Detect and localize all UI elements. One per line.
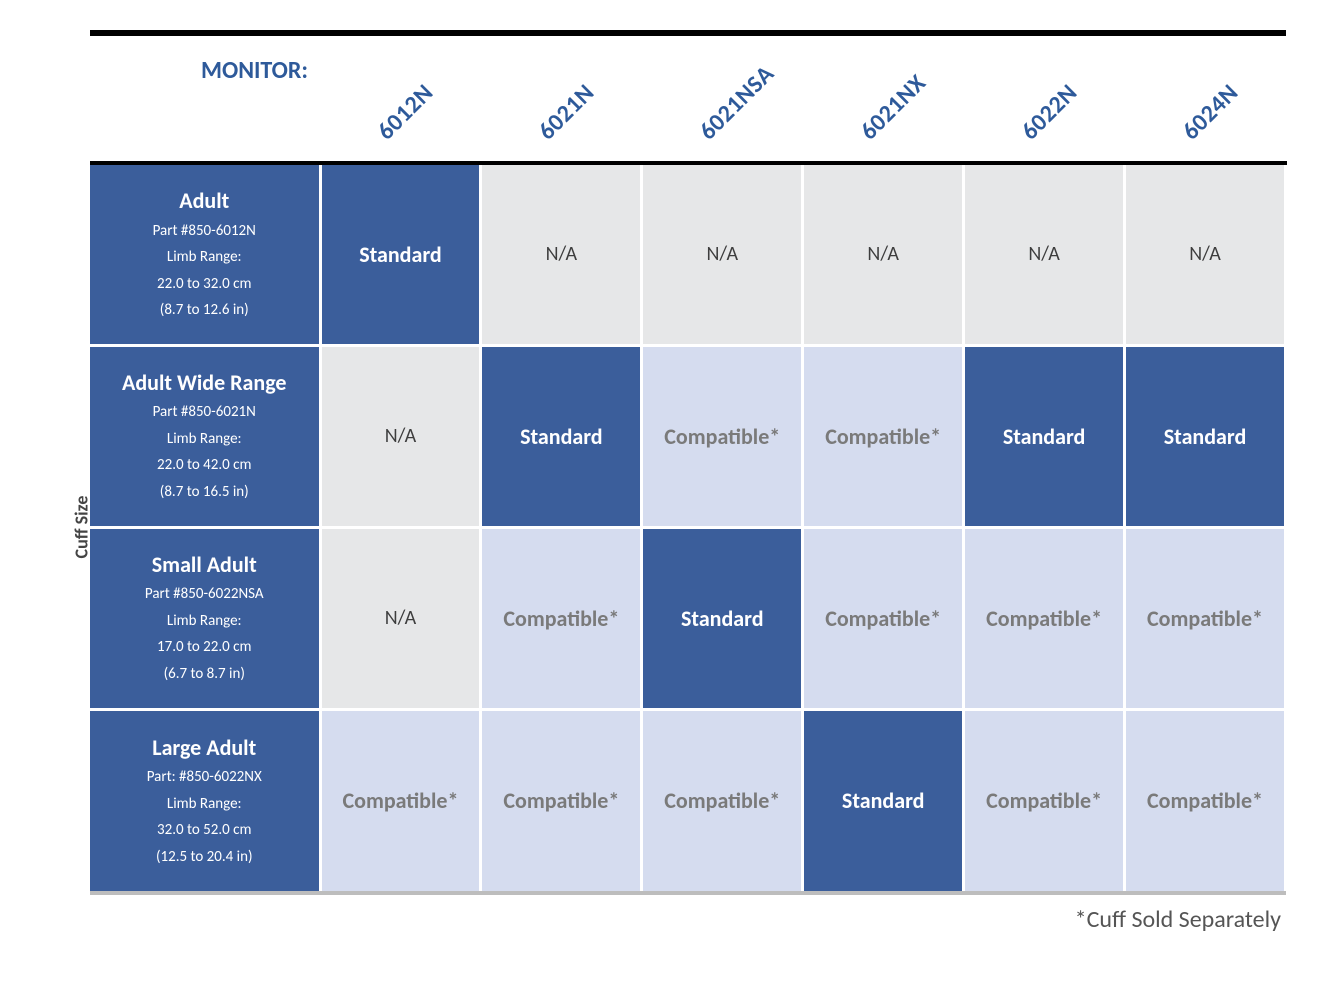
cuff-part: Part #850-6012N [102, 220, 307, 243]
compat-cell-standard: Standard [320, 163, 481, 345]
cuff-name: Adult Wide Range [102, 369, 307, 398]
compat-cell-na: N/A [803, 163, 964, 345]
cuff-range-label: Limb Range: [102, 428, 307, 451]
cuff-range-in: (8.7 to 12.6 in) [102, 299, 307, 322]
table-row: Large Adult Part: #850-6022NX Limb Range: 3… [90, 709, 1286, 891]
compat-cell-compatible: Compatible* [642, 709, 803, 891]
cuff-range-cm: 22.0 to 32.0 cm [102, 273, 307, 296]
cuff-range-label: Limb Range: [102, 246, 307, 269]
compat-cell-na: N/A [642, 163, 803, 345]
column-header-text: 6021NX [855, 68, 933, 146]
header-row: MONITOR: 6012N 6021N 6021NSA 6021NX 6022… [90, 33, 1286, 163]
column-header-text: 6021N [533, 78, 601, 146]
cuff-name: Small Adult [102, 551, 307, 580]
compat-cell-compatible: Compatible* [481, 709, 642, 891]
compat-cell-na: N/A [964, 163, 1125, 345]
compat-cell-compatible: Compatible* [320, 709, 481, 891]
cuff-range-in: (8.7 to 16.5 in) [102, 481, 307, 504]
cuff-part: Part #850-6022NSA [102, 583, 307, 606]
compatibility-table: MONITOR: 6012N 6021N 6021NSA 6021NX 6022… [90, 30, 1287, 891]
cuff-range-cm: 32.0 to 52.0 cm [102, 819, 307, 842]
cuff-part: Part #850-6021N [102, 401, 307, 424]
compat-cell-compatible: Compatible* [1125, 709, 1286, 891]
cuff-name: Large Adult [102, 734, 307, 763]
table-row: Small Adult Part #850-6022NSA Limb Range: 1… [90, 527, 1286, 709]
compat-cell-na: N/A [481, 163, 642, 345]
compat-cell-compatible: Compatible* [803, 527, 964, 709]
compat-cell-compatible: Compatible* [642, 345, 803, 527]
compat-cell-compatible: Compatible* [481, 527, 642, 709]
compat-cell-standard: Standard [642, 527, 803, 709]
compat-cell-standard: Standard [1125, 345, 1286, 527]
compat-cell-na: N/A [320, 527, 481, 709]
compat-cell-compatible: Compatible* [964, 709, 1125, 891]
cuff-range-cm: 17.0 to 22.0 cm [102, 636, 307, 659]
table-row: Adult Part #850-6012N Limb Range: 22.0 to 3… [90, 163, 1286, 345]
row-header: Large Adult Part: #850-6022NX Limb Range: 3… [90, 709, 320, 891]
row-header: Small Adult Part #850-6022NSA Limb Range: 1… [90, 527, 320, 709]
compat-cell-compatible: Compatible* [1125, 527, 1286, 709]
column-header: 6021NSA [642, 33, 803, 163]
column-header-text: 6024N [1176, 78, 1244, 146]
column-header: 6024N [1125, 33, 1286, 163]
cuff-range-in: (6.7 to 8.7 in) [102, 663, 307, 686]
table-row: Adult Wide Range Part #850-6021N Limb Rang… [90, 345, 1286, 527]
row-header: Adult Part #850-6012N Limb Range: 22.0 to 3… [90, 163, 320, 345]
compat-cell-compatible: Compatible* [803, 345, 964, 527]
footnote: *Cuff Sold Separately [90, 905, 1287, 934]
column-header: 6022N [964, 33, 1125, 163]
column-header: 6021N [481, 33, 642, 163]
row-header: Adult Wide Range Part #850-6021N Limb Rang… [90, 345, 320, 527]
column-header-text: 6012N [372, 78, 440, 146]
cuff-range-label: Limb Range: [102, 793, 307, 816]
cuff-name: Adult [102, 187, 307, 216]
compat-cell-standard: Standard [481, 345, 642, 527]
side-axis-label: Cuff Size [70, 496, 92, 559]
compat-cell-na: N/A [1125, 163, 1286, 345]
cuff-range-cm: 22.0 to 42.0 cm [102, 454, 307, 477]
column-header: 6021NX [803, 33, 964, 163]
column-header-text: 6022N [1016, 78, 1084, 146]
compat-cell-standard: Standard [964, 345, 1125, 527]
cuff-part: Part: #850-6022NX [102, 766, 307, 789]
compat-cell-na: N/A [320, 345, 481, 527]
cuff-range-label: Limb Range: [102, 610, 307, 633]
monitor-header-label: MONITOR: [90, 33, 320, 163]
compat-cell-standard: Standard [803, 709, 964, 891]
column-header-text: 6021NSA [694, 59, 781, 146]
compat-cell-compatible: Compatible* [964, 527, 1125, 709]
cuff-range-in: (12.5 to 20.4 in) [102, 846, 307, 869]
table-body: Adult Part #850-6012N Limb Range: 22.0 to 3… [90, 163, 1286, 891]
column-header: 6012N [320, 33, 481, 163]
